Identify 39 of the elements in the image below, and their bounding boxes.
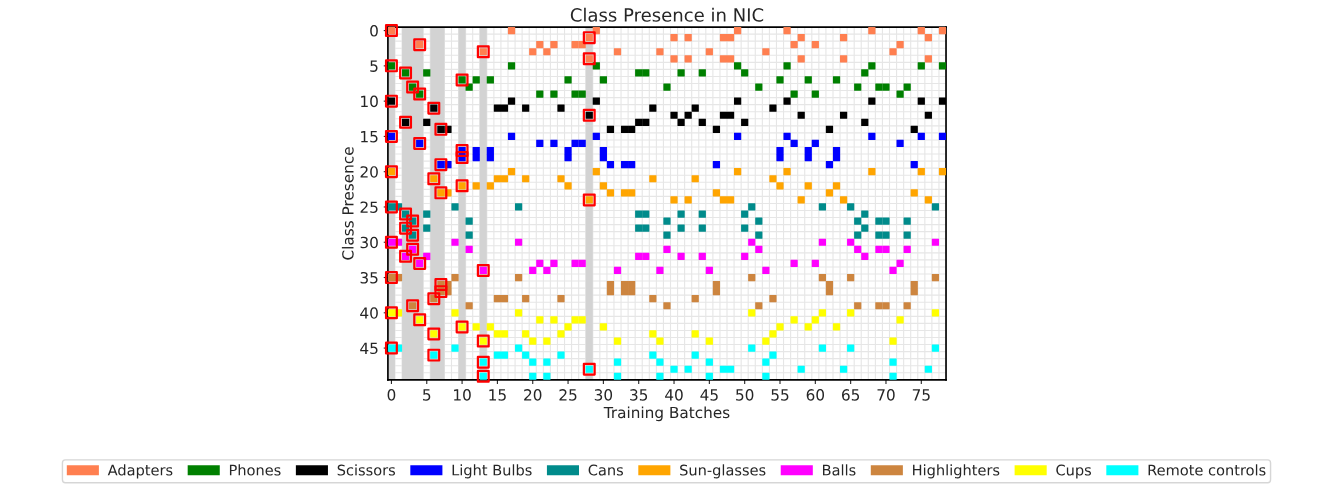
legend-label: Highlighters [913,464,1000,479]
y-tick-label: 5 [370,60,378,72]
x-tick-label: 30 [594,389,613,401]
y-axis-title: Class Presence [341,147,354,260]
x-tick-label: 15 [489,389,506,401]
y-tick-label: 0 [370,25,378,37]
y-tick-label: 15 [361,131,378,143]
legend-label: Adapters [107,464,173,479]
x-axis-title: Training Batches [603,406,730,422]
legend-label: Sun-glasses [680,464,766,479]
x-tick-label: 45 [700,389,718,401]
y-tick-label: 35 [360,271,378,284]
legend-label: Scissors [337,464,396,476]
x-tick-label: 40 [665,389,683,401]
legend-label: Phones [229,464,281,476]
x-tick-label: 35 [630,389,648,401]
legend-label: Cups [1056,464,1092,479]
chart-title: Class Presence in NIC [570,7,764,22]
x-tick-label: 5 [423,389,431,401]
legend-label: Balls [823,464,856,476]
x-tick-label: 55 [771,389,789,401]
x-tick-label: 60 [806,389,825,401]
x-tick-label: 70 [877,389,895,401]
x-tick-label: 65 [842,389,860,401]
legend-label: Light Bulbs [452,464,532,479]
x-tick-label: 75 [912,389,930,401]
y-tick-label: 10 [361,95,378,108]
x-tick-label: 10 [454,389,471,401]
legend-label: Cans [588,464,624,476]
y-tick-label: 45 [360,342,378,355]
legend-label: Remote controls [1148,464,1266,476]
y-tick-label: 30 [360,236,378,249]
y-tick-label: 40 [360,307,378,319]
x-tick-label: 25 [559,389,577,401]
x-tick-label: 50 [736,389,754,401]
x-tick-label: 20 [524,389,542,401]
y-tick-label: 20 [360,166,378,178]
x-tick-label: 0 [387,389,396,401]
y-tick-label: 25 [360,201,378,213]
